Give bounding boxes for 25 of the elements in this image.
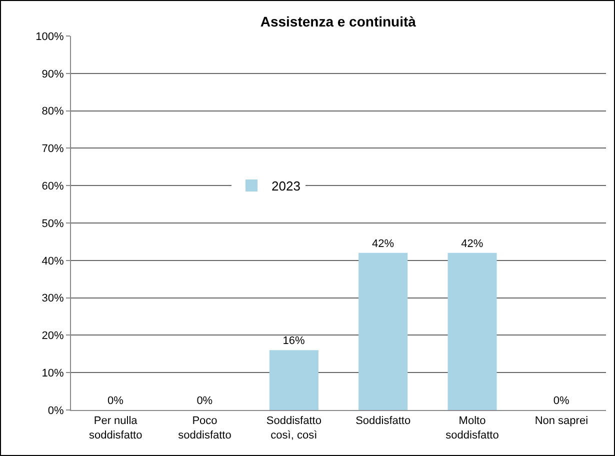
data-label: 0%: [196, 395, 213, 407]
data-label: 0%: [553, 395, 570, 407]
chart-title: Assistenza e continuità: [260, 14, 416, 30]
x-tick-label: Poco soddisfatto: [178, 415, 232, 442]
x-tick-label: Per nulla soddisfatto: [88, 415, 142, 442]
y-tick-label: 50%: [42, 218, 64, 230]
y-tick-label: 100%: [36, 30, 64, 43]
legend-label: 2023: [272, 178, 300, 194]
y-tick-label: 80%: [42, 106, 64, 118]
y-tick-label: 0%: [48, 404, 64, 417]
data-label: 42%: [461, 238, 484, 250]
y-tick-label: 40%: [42, 255, 64, 268]
data-label: 42%: [372, 238, 394, 250]
x-tick-label: Soddisfatto: [356, 415, 411, 428]
y-tick-label: 30%: [42, 292, 64, 305]
x-tick-label: Soddisfatto così, così: [266, 415, 322, 442]
y-tick-label: 10%: [42, 367, 64, 380]
y-tick-label: 20%: [42, 330, 64, 342]
data-label: 16%: [282, 335, 306, 348]
data-label: 0%: [108, 395, 124, 407]
x-tick-label: Molto soddisfatto: [446, 415, 499, 442]
y-tick-label: 60%: [42, 180, 64, 192]
y-tick-label: 90%: [42, 68, 64, 80]
x-tick-label: Non saprei: [534, 415, 588, 428]
y-tick-label: 70%: [42, 143, 64, 156]
